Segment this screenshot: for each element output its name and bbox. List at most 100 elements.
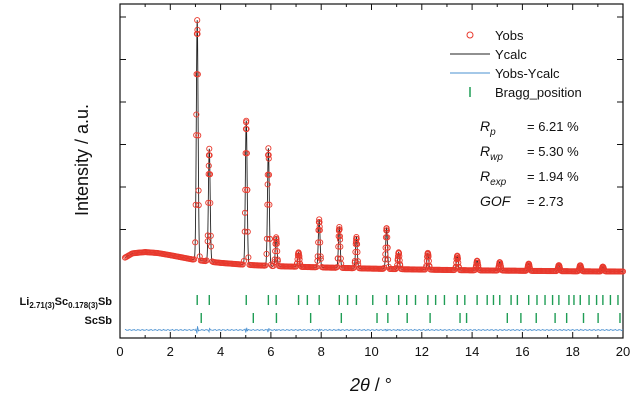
yobs-point: [194, 26, 201, 33]
yobs-point: [239, 261, 246, 268]
yobs-point: [381, 264, 388, 271]
yobs-point: [316, 227, 323, 234]
yobs-point: [316, 223, 323, 230]
yobs-point: [206, 171, 213, 178]
yobs-point: [244, 186, 251, 193]
yobs-point: [392, 266, 399, 273]
yobs-point: [385, 256, 392, 263]
stat-value: = 2.73: [527, 194, 564, 209]
yobs-point: [207, 232, 214, 239]
stat-row: Rexp = 1.94 %: [480, 168, 579, 188]
yobs-point: [206, 145, 213, 152]
stat-row: Rwp = 5.30 %: [480, 143, 579, 163]
yobs-point: [334, 255, 341, 262]
legend-label: Bragg_position: [495, 85, 582, 100]
yobs-point: [425, 253, 432, 260]
yobs-point: [317, 255, 324, 262]
yobs-point: [274, 248, 281, 255]
stat-symbol: R: [480, 168, 490, 184]
phase-label: Li2.71(3)Sc0.178(3)Sb: [20, 296, 113, 310]
yobs-point: [195, 132, 202, 139]
yobs-point: [205, 199, 212, 206]
yobs-point: [243, 150, 250, 157]
x-tick-label: 14: [465, 344, 479, 359]
y-axis-title: Intensity / a.u.: [72, 104, 92, 216]
bragg-ticks-layer: [196, 295, 621, 323]
yobs-point: [354, 258, 361, 265]
legend: Yobs Ycalc Yobs-Ycalc Bragg_position: [450, 28, 582, 100]
yobs-point: [195, 202, 202, 209]
yobs-point: [354, 249, 361, 256]
yobs-point: [475, 262, 482, 269]
yobs-point: [337, 243, 344, 250]
yobs-point: [382, 251, 389, 258]
yobs-point: [313, 264, 320, 271]
yobs-point: [383, 227, 390, 234]
yobs-point: [454, 255, 461, 263]
yobs-point: [263, 235, 270, 242]
yobs-point: [380, 265, 387, 272]
yobs-point: [264, 181, 271, 188]
yobs-point: [265, 151, 272, 159]
yobs-point: [295, 250, 302, 257]
x-tick-label: 20: [616, 344, 630, 359]
yobs-point: [202, 258, 209, 265]
yobs-point: [314, 257, 321, 264]
x-tick-label: 16: [515, 344, 529, 359]
yobs-point: [273, 238, 280, 245]
refinement-stats: Rp = 6.21 % Rwp = 5.30 % Rexp = 1.94 % GOF = 2.…: [480, 118, 579, 209]
legend-circle-marker: [466, 31, 474, 39]
phase-label-part: Sb: [98, 296, 112, 308]
yobs-point: [383, 225, 390, 232]
yobs-point: [619, 268, 627, 275]
x-axis-title: 2θ / °: [349, 375, 392, 395]
phase-label: ScSb: [84, 315, 112, 327]
yobs-point: [193, 111, 200, 118]
stat-value: = 6.21 %: [527, 119, 579, 134]
yobs-point: [204, 232, 211, 239]
x-tick-label: 2: [167, 344, 174, 359]
phase-label-part: Sc: [55, 296, 68, 308]
stat-row: Rp = 6.21 %: [480, 118, 579, 138]
yobs-point: [265, 145, 272, 152]
yobs-point: [273, 240, 280, 247]
yobs-point: [204, 238, 211, 245]
yobs-point: [333, 264, 340, 271]
legend-item: Bragg_position: [469, 85, 582, 100]
yobs-point: [396, 253, 403, 260]
yobs-point: [497, 261, 504, 268]
x-tick-label: 0: [116, 344, 123, 359]
yobs-point: [245, 254, 252, 261]
yobs-point: [384, 234, 391, 241]
yobs-point: [336, 226, 343, 233]
phase-label-part: Li: [20, 296, 30, 308]
x-tick-label: 6: [267, 344, 274, 359]
yobs-point: [206, 152, 213, 159]
stat-value: = 5.30 %: [527, 144, 579, 159]
legend-label: Yobs: [495, 28, 524, 43]
stat-symbol: R: [480, 143, 490, 159]
x-tick-label: 10: [364, 344, 378, 359]
legend-item: Ycalc: [450, 47, 527, 62]
yobs-point: [336, 224, 343, 231]
yobs-point: [264, 201, 271, 208]
yobs-point: [317, 253, 324, 260]
stat-label: Rwp: [480, 143, 503, 163]
yobs-point: [296, 256, 303, 263]
stat-label: Rexp: [480, 168, 507, 188]
stat-value: = 1.94 %: [527, 169, 579, 184]
yobs-point: [353, 241, 361, 248]
stat-subscript: p: [489, 127, 496, 138]
stat-subscript: exp: [490, 177, 507, 188]
yobs-point: [335, 243, 342, 250]
x-axis-symbol: 2θ: [349, 375, 370, 395]
yobs-point: [266, 235, 273, 242]
legend-item: Yobs-Ycalc: [450, 66, 560, 81]
legend-label: Yobs-Ycalc: [495, 66, 560, 81]
yobs-point: [266, 201, 273, 208]
yobs-point: [265, 171, 273, 178]
stat-symbol: GOF: [480, 193, 512, 209]
yobs-point: [242, 186, 249, 193]
yobs-point: [191, 256, 198, 263]
